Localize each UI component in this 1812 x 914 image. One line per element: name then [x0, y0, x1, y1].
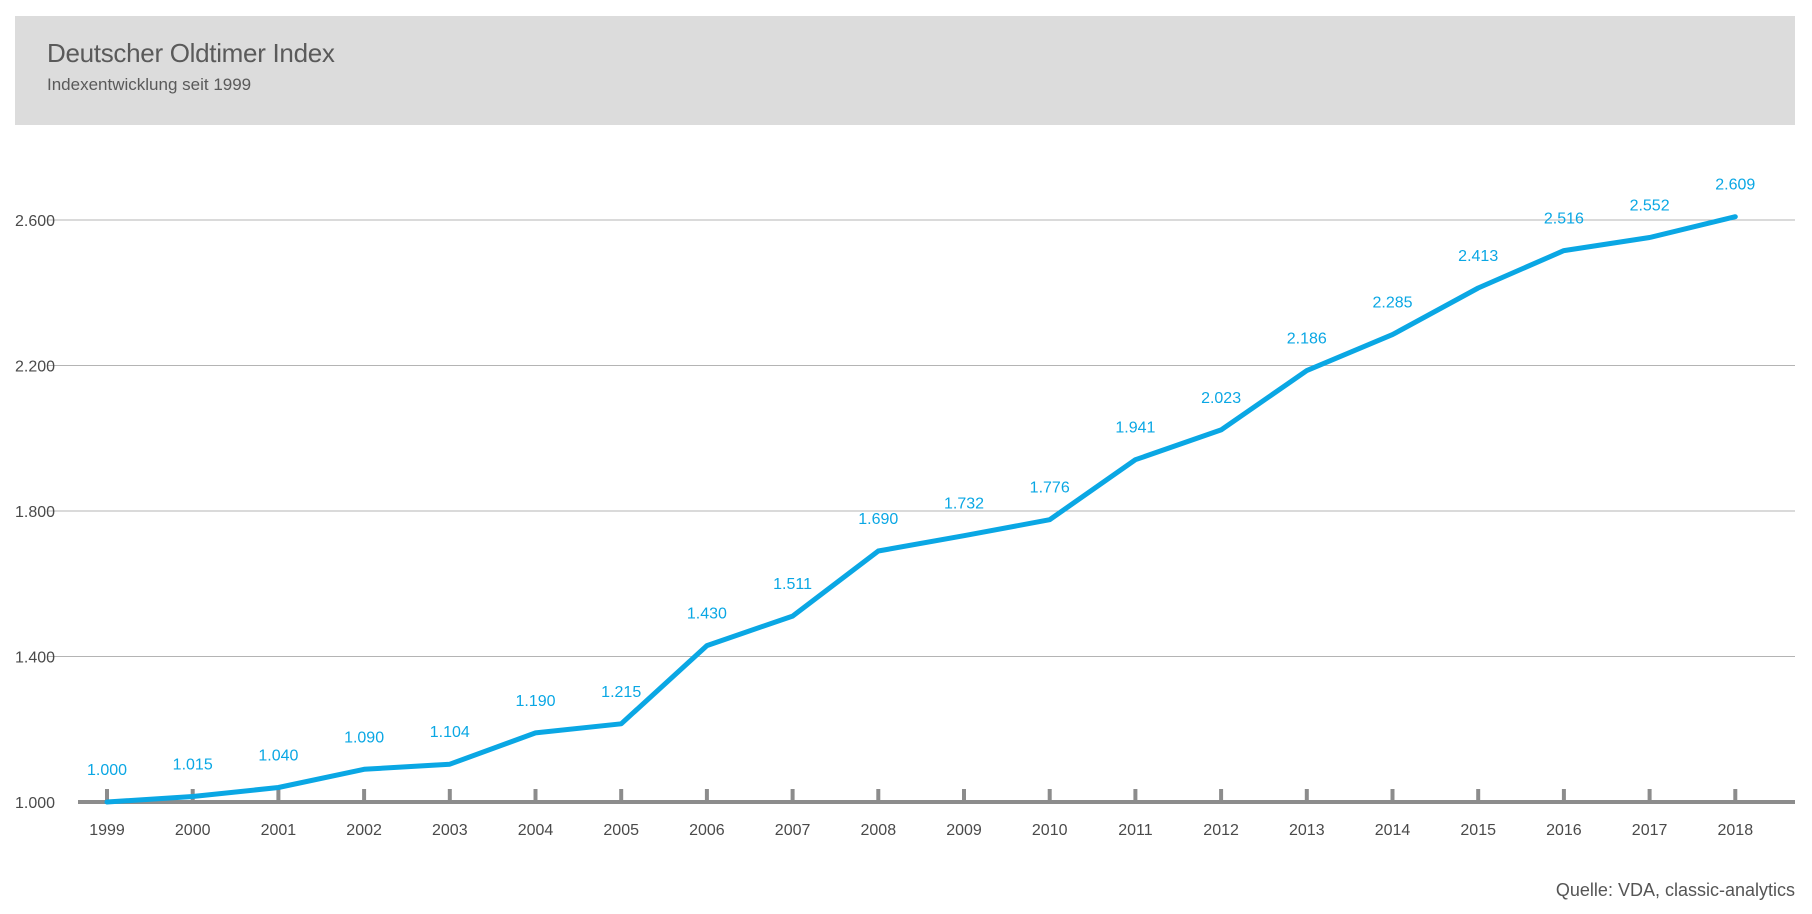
x-tick-label: 2012 [1203, 822, 1239, 839]
data-label: 1.215 [601, 684, 641, 701]
data-label: 1.430 [687, 606, 727, 623]
x-tick-label: 2004 [518, 822, 554, 839]
x-tick-label: 2003 [432, 822, 468, 839]
grid-lines [48, 219, 1795, 657]
x-tick-label: 2005 [603, 822, 639, 839]
source-note: Quelle: VDA, classic-analytics [1555, 880, 1795, 900]
y-axis-tick-labels: 1.000 1.400 1.800 2.200 2.600 [15, 213, 55, 812]
data-label: 1.190 [515, 693, 555, 710]
data-labels: 1.000 1.015 1.040 1.090 1.104 1.190 1.215 1.430… [87, 177, 1755, 779]
x-tick-label: 2001 [261, 822, 297, 839]
data-label: 2.285 [1372, 295, 1412, 312]
x-tick-label: 2009 [946, 822, 982, 839]
data-label: 1.104 [430, 724, 470, 741]
chart-title: Deutscher Oldtimer Index [47, 38, 335, 68]
x-tick-label: 2010 [1032, 822, 1068, 839]
series-index [104, 214, 1738, 805]
data-label: 1.040 [258, 747, 298, 764]
data-label: 1.511 [773, 576, 812, 593]
data-label: 2.186 [1287, 331, 1327, 348]
x-tick-label: 2008 [861, 822, 897, 839]
y-tick-label: 1.000 [15, 795, 55, 812]
data-label: 2.023 [1201, 390, 1241, 407]
x-tick-label: 2016 [1546, 822, 1582, 839]
y-tick-label: 1.400 [15, 650, 55, 667]
x-tick-label: 2014 [1375, 822, 1411, 839]
data-label: 2.609 [1715, 177, 1755, 194]
data-label: 1.015 [173, 757, 213, 774]
x-tick-label: 2017 [1632, 822, 1668, 839]
data-label: 2.413 [1458, 248, 1498, 265]
x-tick-label: 2000 [175, 822, 211, 839]
x-tick-label: 2007 [775, 822, 811, 839]
x-tick-label: 2015 [1460, 822, 1496, 839]
data-label: 2.516 [1544, 211, 1584, 228]
data-label: 1.690 [858, 511, 898, 528]
data-label: 1.776 [1030, 480, 1070, 497]
y-tick-label: 1.800 [15, 504, 55, 521]
data-label: 1.732 [944, 496, 984, 513]
x-tick-label: 2011 [1118, 822, 1153, 839]
data-label: 1.941 [1115, 420, 1155, 437]
y-tick-label: 2.600 [15, 213, 55, 230]
x-tick-label: 2002 [346, 822, 382, 839]
y-tick-label: 2.200 [15, 359, 55, 376]
x-axis-tick-labels: 1999 2000 2001 2002 2003 2004 2005 2006 2007 2008… [89, 789, 1753, 839]
data-label: 2.552 [1630, 197, 1670, 214]
chart-subtitle: Indexentwicklung seit 1999 [47, 75, 252, 94]
data-label: 1.000 [87, 762, 127, 779]
x-tick-label: 2006 [689, 822, 725, 839]
x-tick-label: 1999 [89, 822, 125, 839]
chart-header [15, 16, 1795, 125]
x-tick-label: 2013 [1289, 822, 1325, 839]
x-tick-label: 2018 [1718, 822, 1754, 839]
series-line [104, 214, 1738, 805]
data-label: 1.090 [344, 729, 384, 746]
